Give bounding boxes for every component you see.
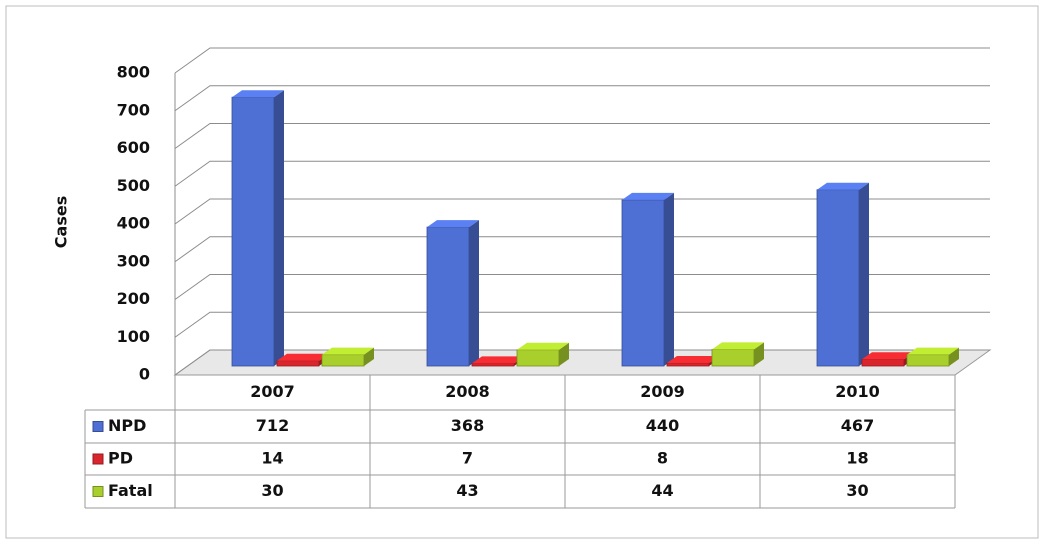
- y-tick-label: 0: [139, 365, 150, 384]
- x-tick-label: 2010: [835, 382, 880, 401]
- table-value: 43: [456, 481, 478, 500]
- bar-top: [517, 342, 569, 350]
- grid-line: [174, 274, 990, 300]
- y-tick-label: 600: [117, 138, 150, 157]
- table-value: 18: [846, 449, 868, 468]
- bar-top: [817, 182, 869, 190]
- bar: [861, 352, 914, 367]
- y-tick-label: 100: [117, 327, 150, 346]
- bar-top: [862, 352, 914, 360]
- bar-top: [472, 356, 524, 364]
- y-axis-label: Cases: [52, 196, 71, 248]
- bar-side: [559, 342, 569, 366]
- bar-front: [906, 354, 950, 367]
- bar-front: [861, 358, 905, 367]
- table-value: 440: [646, 416, 679, 435]
- grid-line: [174, 85, 990, 112]
- bar-top: [712, 342, 764, 350]
- legend-key: [92, 421, 104, 432]
- y-tick-label: 500: [117, 176, 150, 195]
- bar-front: [816, 189, 860, 367]
- y-tick-label: 800: [117, 63, 150, 82]
- bar-front: [666, 362, 710, 367]
- bar: [906, 347, 959, 367]
- bar-top: [322, 347, 374, 355]
- bar-front: [621, 199, 665, 367]
- bar-top: [667, 355, 719, 363]
- table-value: 7: [462, 449, 473, 468]
- bar: [711, 342, 764, 367]
- bar-top: [622, 192, 674, 200]
- legend-label: PD: [108, 449, 133, 468]
- grid-line: [174, 47, 990, 74]
- legend-key: [92, 453, 104, 465]
- grid-line: [174, 160, 990, 187]
- bar-side: [469, 220, 479, 366]
- bar-front: [711, 348, 755, 367]
- y-tick-label: 700: [117, 100, 150, 119]
- bar-top: [907, 347, 959, 355]
- table-value: 14: [261, 449, 283, 468]
- table-value: 44: [651, 481, 673, 500]
- bar-front: [471, 362, 515, 367]
- bar-front: [321, 354, 365, 367]
- grid-line: [174, 198, 990, 225]
- bar: [231, 90, 284, 367]
- y-tick-label: 400: [117, 214, 150, 233]
- bar: [516, 342, 569, 367]
- bar-front: [516, 349, 560, 367]
- bar: [276, 353, 329, 367]
- table-value: 712: [256, 416, 289, 435]
- y-tick-label: 200: [117, 289, 150, 308]
- legend-label: NPD: [108, 416, 146, 435]
- bar-side: [274, 90, 284, 366]
- bar: [621, 192, 674, 367]
- bar-top: [232, 90, 284, 98]
- bar-side: [664, 192, 674, 366]
- bar-side: [949, 347, 959, 366]
- table-value: 8: [657, 449, 668, 468]
- bar-front: [276, 360, 320, 367]
- y-tick-label: 300: [117, 251, 150, 270]
- bar: [321, 347, 374, 367]
- grid-line: [174, 311, 990, 338]
- bar-side: [754, 342, 764, 366]
- x-tick-label: 2008: [445, 382, 490, 401]
- x-tick-label: 2007: [250, 382, 295, 401]
- bar-side: [859, 182, 869, 366]
- table-value: 467: [841, 416, 874, 435]
- grid-line: [174, 123, 990, 149]
- table-value: 30: [261, 481, 283, 500]
- legend-label: Fatal: [108, 481, 153, 500]
- bar: [426, 220, 479, 367]
- grid-line: [174, 236, 990, 263]
- bar-top: [277, 353, 329, 361]
- legend-key: [92, 486, 104, 497]
- bar-top: [427, 220, 479, 228]
- bar-side: [364, 347, 374, 366]
- bar-front: [231, 96, 275, 367]
- bar-front: [426, 226, 470, 367]
- x-tick-label: 2009: [640, 382, 685, 401]
- bar: [816, 182, 869, 367]
- table-value: 30: [846, 481, 868, 500]
- table-value: 368: [451, 416, 484, 435]
